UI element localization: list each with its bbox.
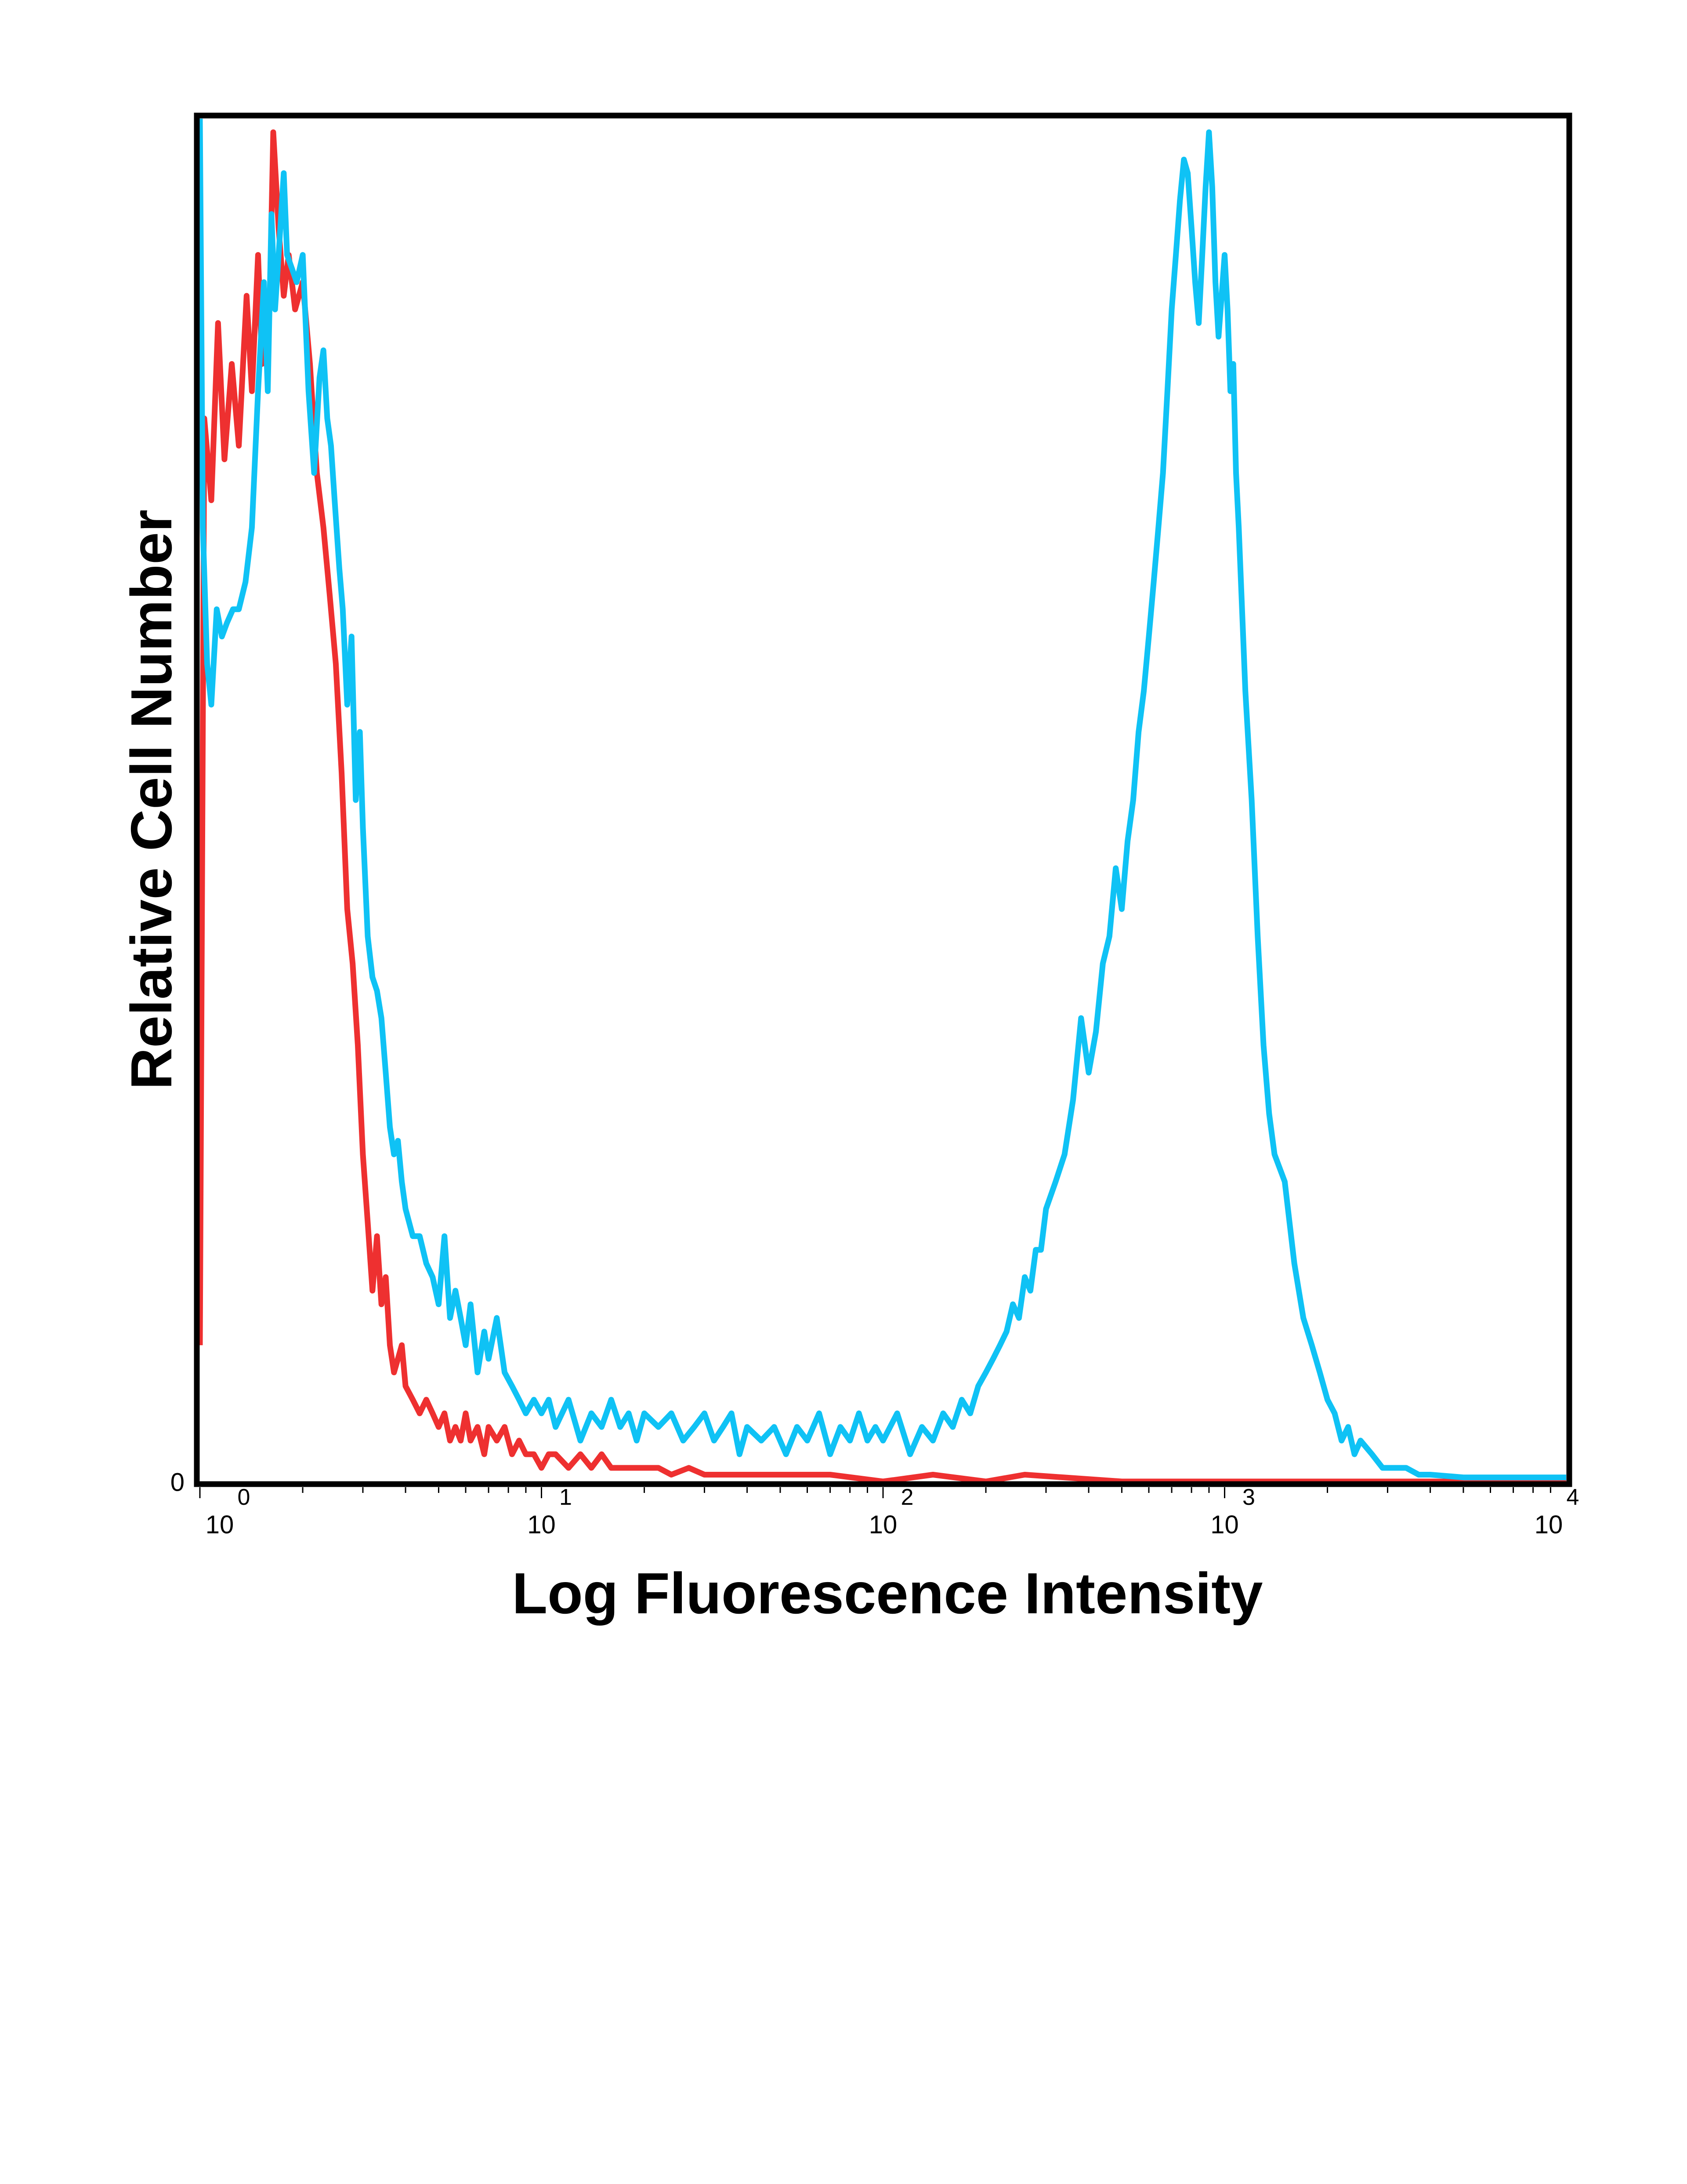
x-tick-exponent: 2 [901, 1485, 914, 1510]
x-minor-ticks [199, 1487, 1551, 1498]
y-tick-label-zero: 0 [170, 1468, 185, 1496]
x-tick-label-10e1: 101 [527, 1485, 572, 1539]
blue-histogram-line [197, 118, 1566, 1481]
x-axis-label: Log Fluorescence Intensity [512, 1561, 1263, 1626]
x-tick-label-10e0: 100 [206, 1485, 250, 1539]
x-tick-exponent: 4 [1567, 1485, 1579, 1510]
x-tick-label-10e3: 103 [1210, 1485, 1255, 1539]
series-layer [197, 118, 1566, 1485]
x-tick-label-10e4: 104 [1535, 1485, 1579, 1539]
x-tick-exponent: 3 [1242, 1485, 1255, 1510]
x-tick-exponent: 0 [238, 1485, 250, 1510]
plot-frame [194, 112, 1572, 1487]
x-tick-base: 10 [1535, 1510, 1563, 1539]
x-tick-base: 10 [527, 1510, 556, 1539]
x-tick-base: 10 [1210, 1510, 1239, 1539]
x-tick-exponent: 1 [559, 1485, 572, 1510]
x-tick-label-10e2: 102 [869, 1485, 914, 1539]
x-tick-base: 10 [206, 1510, 234, 1539]
y-axis-label: Relative Cell Number [119, 510, 184, 1090]
x-tick-base: 10 [869, 1510, 898, 1539]
